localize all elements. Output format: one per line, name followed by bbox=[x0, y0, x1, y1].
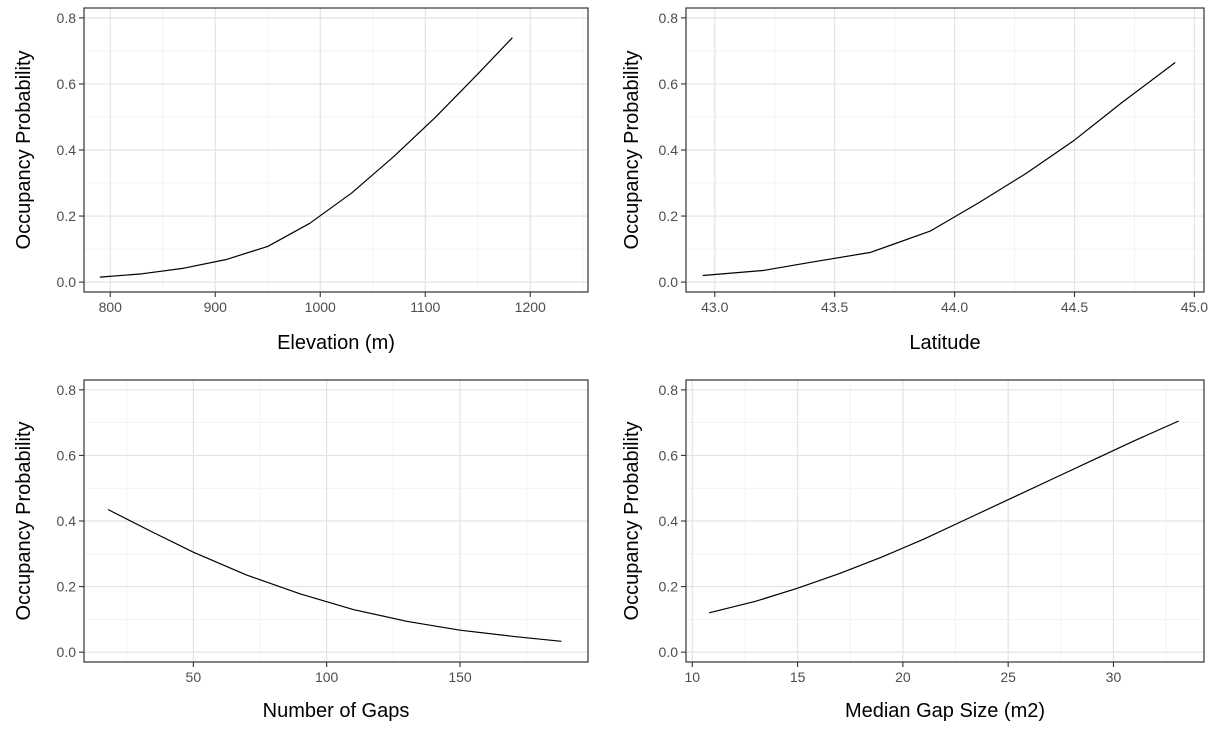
y-tick-label: 0.6 bbox=[57, 76, 77, 92]
x-tick-label: 45.0 bbox=[1181, 299, 1208, 315]
x-tick-label: 800 bbox=[99, 299, 123, 315]
series-line-0 bbox=[702, 62, 1176, 277]
x-tick-label: 10 bbox=[685, 669, 701, 685]
chart-panel-latitude: 43.0 43.5 44.0 44.5 45.0 0.0 0.2 0.4 0.6 0.8 Latit… bbox=[608, 0, 1216, 366]
x-tick-label: 44.0 bbox=[941, 299, 968, 315]
y-tick-label: 0.2 bbox=[659, 208, 679, 224]
x-tick-label: 20 bbox=[895, 669, 911, 685]
x-axis-title: Median Gap Size (m2) bbox=[845, 700, 1045, 722]
chart-panel-number-of-gaps: 50 100 150 0.0 0.2 0.4 0.6 0.8 Number of Gaps Occ… bbox=[0, 370, 600, 732]
series-line-0 bbox=[709, 420, 1179, 614]
chart-svg: 50 100 150 0.0 0.2 0.4 0.6 0.8 Number of Gaps Occ… bbox=[13, 379, 589, 722]
y-tick-label: 0.0 bbox=[57, 644, 77, 660]
y-tick-label: 0.0 bbox=[659, 644, 679, 660]
y-axis-title: Occupancy Probability bbox=[13, 422, 35, 621]
y-tick-label: 0.0 bbox=[659, 274, 679, 290]
y-tick-label: 0.8 bbox=[57, 382, 77, 398]
x-tick-label: 1000 bbox=[305, 299, 336, 315]
x-tick-label: 150 bbox=[448, 669, 472, 685]
x-tick-label: 15 bbox=[790, 669, 806, 685]
y-tick-label: 0.6 bbox=[659, 76, 679, 92]
x-tick-label: 1200 bbox=[515, 299, 546, 315]
x-tick-label: 1100 bbox=[410, 299, 440, 315]
series-line-0 bbox=[99, 37, 513, 278]
y-axis-title: Occupancy Probability bbox=[621, 422, 643, 621]
y-tick-label: 0.8 bbox=[659, 10, 679, 26]
y-tick-label: 0.8 bbox=[57, 10, 77, 26]
x-tick-label: 43.5 bbox=[821, 299, 848, 315]
y-tick-label: 0.2 bbox=[57, 208, 77, 224]
x-tick-label: 30 bbox=[1106, 669, 1122, 685]
y-tick-label: 0.8 bbox=[659, 382, 679, 398]
y-tick-label: 0.2 bbox=[659, 579, 679, 595]
x-tick-label: 25 bbox=[1000, 669, 1016, 685]
x-axis-title: Number of Gaps bbox=[263, 700, 410, 722]
chart-panel-elevation: 800 900 1000 1100 1200 0.0 0.2 0.4 0.6 0.8 Elevati… bbox=[0, 0, 600, 366]
y-tick-label: 0.4 bbox=[659, 142, 679, 158]
chart-svg: 43.0 43.5 44.0 44.5 45.0 0.0 0.2 0.4 0.6 0.8 Latit… bbox=[621, 7, 1208, 354]
y-tick-label: 0.2 bbox=[57, 579, 77, 595]
y-tick-label: 0.6 bbox=[57, 447, 77, 463]
x-tick-label: 43.0 bbox=[701, 299, 728, 315]
x-tick-label: 900 bbox=[204, 299, 228, 315]
y-tick-label: 0.0 bbox=[57, 274, 77, 290]
x-axis-title: Elevation (m) bbox=[277, 332, 395, 354]
x-tick-label: 50 bbox=[186, 669, 202, 685]
x-tick-label: 100 bbox=[315, 669, 339, 685]
y-axis-title: Occupancy Probability bbox=[13, 51, 35, 250]
chart-svg: 10 15 20 25 30 0.0 0.2 0.4 0.6 0.8 Median Gap Size… bbox=[621, 379, 1205, 722]
y-tick-label: 0.6 bbox=[659, 447, 679, 463]
x-axis-title: Latitude bbox=[909, 332, 980, 354]
series-line-0 bbox=[107, 508, 562, 642]
y-tick-label: 0.4 bbox=[57, 142, 77, 158]
x-tick-label: 44.5 bbox=[1061, 299, 1088, 315]
y-tick-label: 0.4 bbox=[57, 513, 77, 529]
chart-svg: 800 900 1000 1100 1200 0.0 0.2 0.4 0.6 0.8 Elevati… bbox=[13, 7, 589, 354]
chart-panel-median-gap-size: 10 15 20 25 30 0.0 0.2 0.4 0.6 0.8 Median Gap Size… bbox=[608, 370, 1216, 732]
y-axis-title: Occupancy Probability bbox=[621, 51, 643, 250]
y-tick-label: 0.4 bbox=[659, 513, 679, 529]
